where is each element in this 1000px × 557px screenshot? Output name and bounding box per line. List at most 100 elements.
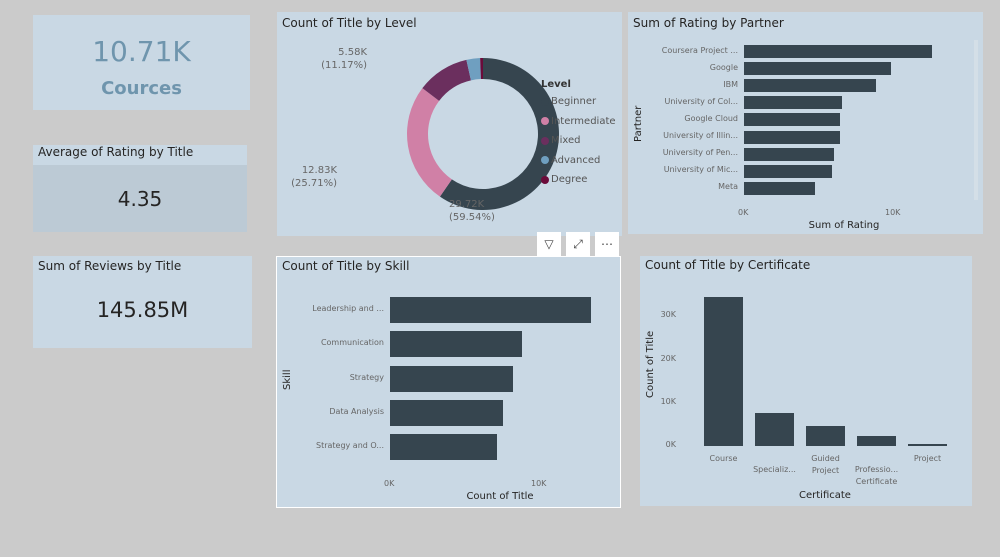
category-label: Strategy and O... — [315, 441, 384, 451]
bar[interactable] — [744, 164, 833, 178]
category-label: University of Mic... — [663, 165, 738, 175]
category-label: Google — [709, 62, 738, 72]
level-donut-chart[interactable]: Count of Title by Level Level 5.58K (11.1… — [277, 12, 622, 236]
kpi-avg-rating-card: Average of Rating by Title 4.35 — [33, 145, 247, 232]
chart-title: Count of Title by Certificate — [645, 258, 811, 272]
legend-label: Advanced — [551, 154, 601, 166]
data-label: 12.83K (25.71%) — [291, 165, 337, 189]
donut-slice-mixed[interactable] — [422, 59, 471, 101]
legend-item-degree[interactable]: Degree — [541, 174, 587, 185]
partner-bar-chart[interactable]: Sum of Rating by Partner Coursera Projec… — [628, 12, 983, 234]
bar[interactable] — [744, 45, 933, 58]
x-tick-label: Course — [709, 454, 738, 463]
legend-dot-icon — [541, 175, 549, 184]
category-label: Coursera Project ... — [661, 45, 738, 55]
bar[interactable] — [744, 181, 815, 195]
bar[interactable] — [744, 79, 877, 93]
category-label: Google Cloud — [684, 113, 738, 123]
x-tick-label: Specializ... — [753, 465, 796, 474]
avg-rating-title: Average of Rating by Title — [38, 145, 194, 159]
y-tick-label: 20K — [660, 353, 676, 363]
category-label: IBM — [723, 79, 738, 89]
x-tick-label: 0K — [738, 208, 749, 217]
skill-bar-chart[interactable]: Count of Title by Skill Leadership and .… — [276, 256, 621, 508]
kpi-courses-card: 10.71K Cources — [33, 15, 250, 110]
y-tick-label: 0K — [665, 440, 676, 449]
legend-item-intermediate[interactable]: Intermediate — [541, 116, 616, 127]
bar[interactable] — [744, 113, 840, 127]
bar[interactable] — [744, 62, 891, 76]
legend-title: Level — [541, 79, 571, 90]
legend-dot-icon — [541, 97, 549, 106]
bar[interactable] — [704, 296, 743, 446]
legend-label: Intermediate — [551, 115, 616, 127]
category-label: Data Analysis — [329, 406, 384, 416]
category-label: Strategy — [349, 372, 384, 382]
legend-item-advanced[interactable]: Advanced — [541, 155, 600, 166]
legend-item-mixed[interactable]: Mixed — [541, 135, 581, 146]
y-axis-title: Count of Title — [645, 330, 656, 398]
chart-title: Count of Title by Level — [282, 16, 417, 30]
bar[interactable] — [755, 412, 794, 446]
bar[interactable] — [857, 436, 896, 446]
y-tick-label: 10K — [660, 396, 676, 406]
bar[interactable] — [390, 331, 523, 358]
donut-slice-advanced[interactable] — [466, 58, 481, 81]
courses-count: 10.71K — [92, 35, 191, 68]
x-axis-title: Count of Title — [466, 491, 534, 502]
bar[interactable] — [908, 444, 947, 447]
focus-mode-button[interactable]: ⤢ — [566, 232, 590, 256]
certificate-column-chart[interactable]: Count of Title by Certificate 0K 10K 20K 30… — [640, 256, 972, 506]
legend-item-beginner[interactable]: Beginner — [541, 96, 596, 107]
category-label: University of Pen... — [662, 148, 738, 158]
chart-title: Count of Title by Skill — [282, 259, 410, 273]
category-label: University of Illin... — [663, 131, 738, 140]
courses-label: Cources — [101, 78, 182, 99]
donut-slice-beginner[interactable] — [439, 58, 559, 211]
chart-title: Sum of Rating by Partner — [633, 16, 784, 30]
legend-dot-icon — [541, 136, 549, 145]
x-tick-label: 0K — [384, 479, 395, 488]
filter-icon: ▽ — [544, 237, 554, 251]
donut-slice-degree[interactable] — [480, 58, 483, 80]
y-axis-title: Skill — [282, 369, 293, 390]
bar[interactable] — [744, 130, 840, 144]
legend-dot-icon — [541, 117, 549, 125]
bar[interactable] — [390, 434, 498, 461]
x-tick-label: Professio... Certificate — [854, 465, 899, 486]
category-label: Leadership and ... — [312, 304, 384, 313]
donut-svg — [407, 58, 559, 211]
x-tick-label: 10K — [885, 208, 901, 217]
x-axis-title: Sum of Rating — [808, 220, 880, 231]
data-label: 5.58K (11.17%) — [321, 47, 367, 71]
x-tick-label: 10K — [531, 479, 547, 488]
y-axis-title: Partner — [633, 105, 644, 142]
avg-rating-value: 4.35 — [117, 187, 163, 211]
x-tick-label: Project — [913, 454, 942, 463]
bar[interactable] — [390, 365, 514, 392]
legend-label: Mixed — [551, 135, 581, 146]
kpi-reviews-card: Sum of Reviews by Title 145.85M — [33, 256, 252, 348]
donut-slice-intermediate[interactable] — [407, 88, 452, 197]
bar[interactable] — [390, 297, 592, 323]
bar[interactable] — [744, 147, 834, 161]
bar[interactable] — [744, 96, 843, 110]
scrollbar[interactable] — [974, 40, 978, 200]
focus-mode-icon: ⤢ — [573, 236, 583, 251]
legend-label: Beginner — [551, 96, 597, 107]
category-label: Meta — [718, 182, 738, 192]
data-label: 29.72K (59.54%) — [449, 199, 495, 223]
more-icon: ⋯ — [601, 237, 613, 251]
bar[interactable] — [806, 426, 845, 446]
legend-dot-icon — [541, 156, 549, 164]
reviews-value: 145.85M — [96, 298, 189, 322]
y-tick-label: 30K — [660, 310, 676, 320]
category-label: University of Col... — [664, 96, 738, 106]
x-axis-title: Certificate — [799, 490, 851, 501]
filter-button[interactable]: ▽ — [537, 232, 561, 256]
legend-label: Degree — [551, 174, 588, 185]
bar[interactable] — [390, 399, 504, 426]
x-tick-label: Guided Project — [811, 454, 840, 475]
more-options-button[interactable]: ⋯ — [595, 232, 619, 256]
category-label: Communication — [320, 338, 384, 348]
